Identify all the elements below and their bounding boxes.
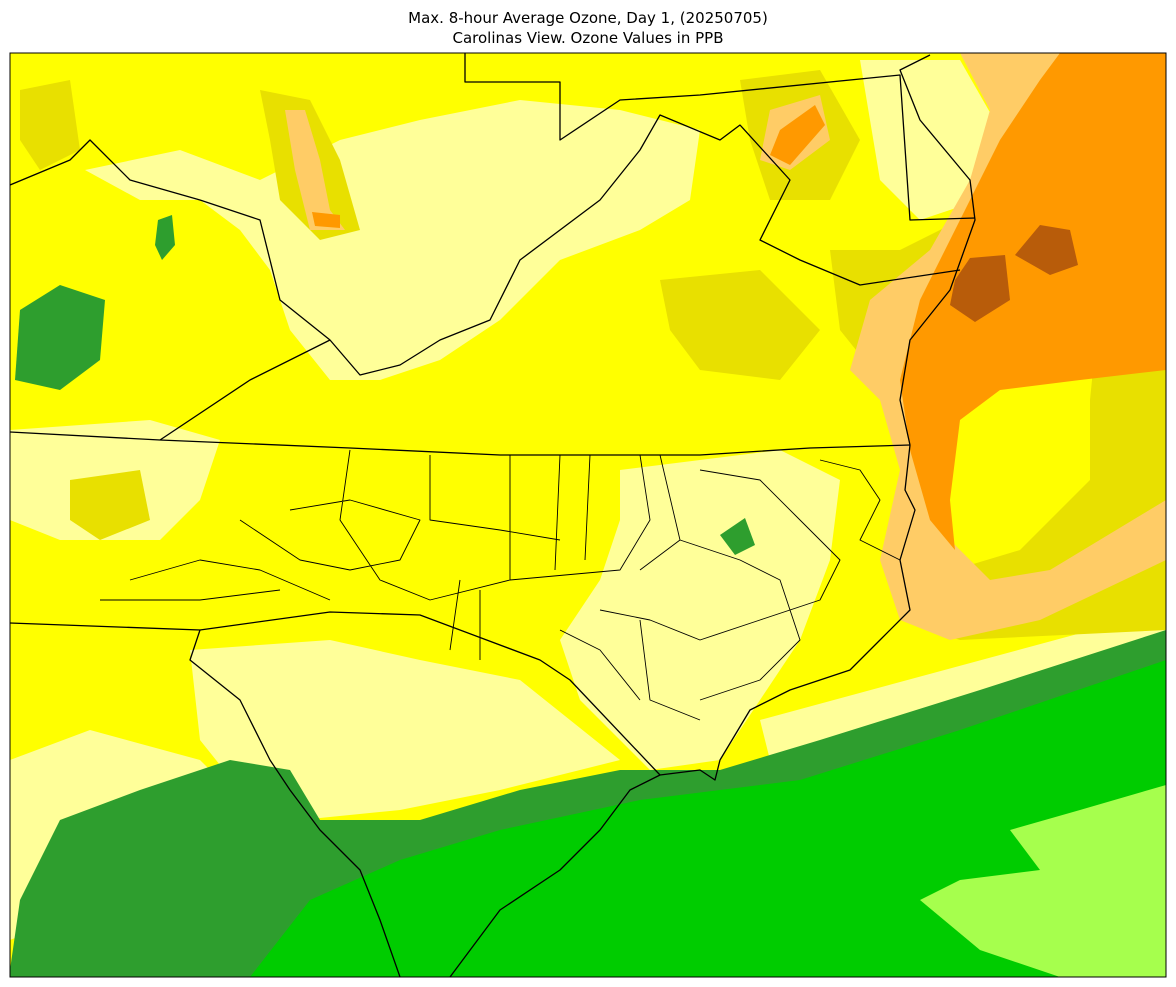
title-line1: Max. 8-hour Average Ozone, Day 1, (20250… [408, 9, 768, 27]
ozone-map [10, 53, 1166, 977]
map-frame [9, 52, 1167, 978]
title-line2: Carolinas View. Ozone Values in PPB [452, 29, 723, 47]
